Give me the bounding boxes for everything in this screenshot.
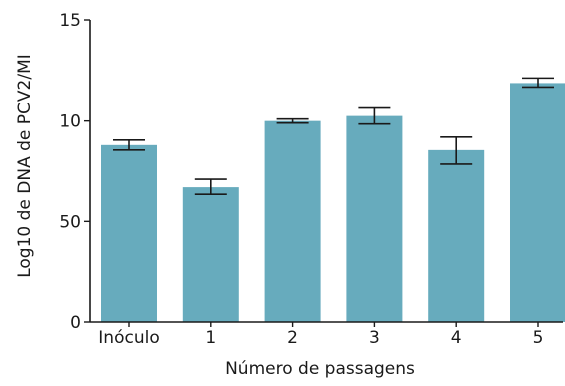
y-tick-label-3: 15	[59, 11, 81, 31]
x-axis-title: Número de passagens	[225, 359, 415, 379]
bar-5	[510, 83, 565, 322]
x-tick-label-5: 5	[533, 328, 544, 348]
x-tick-label-0: Inóculo	[98, 328, 159, 348]
y-tick-label-0: 0	[70, 313, 81, 333]
x-tick-label-2: 2	[287, 328, 298, 348]
y-tick-label-1: 50	[59, 212, 81, 232]
bar-4	[428, 149, 485, 322]
y-axis-title: Log10 de DNA de PCV2/MI	[15, 54, 35, 278]
x-tick-label-1: 1	[205, 328, 216, 348]
axes-layer	[89, 20, 563, 323]
y-tick-label-2: 10	[59, 112, 81, 132]
bar-0	[101, 144, 157, 322]
bar-1	[182, 187, 239, 322]
bar-3	[346, 115, 403, 322]
bar-2	[264, 120, 321, 323]
bars-layer	[101, 83, 565, 323]
x-tick-label-4: 4	[451, 328, 462, 348]
x-tick-label-3: 3	[369, 328, 380, 348]
x-ticks-layer: Inóculo 1 2 3 4 5	[98, 322, 543, 348]
y-ticks-layer: 0 50 10 15	[59, 11, 90, 333]
error-bars-layer	[113, 77, 554, 195]
